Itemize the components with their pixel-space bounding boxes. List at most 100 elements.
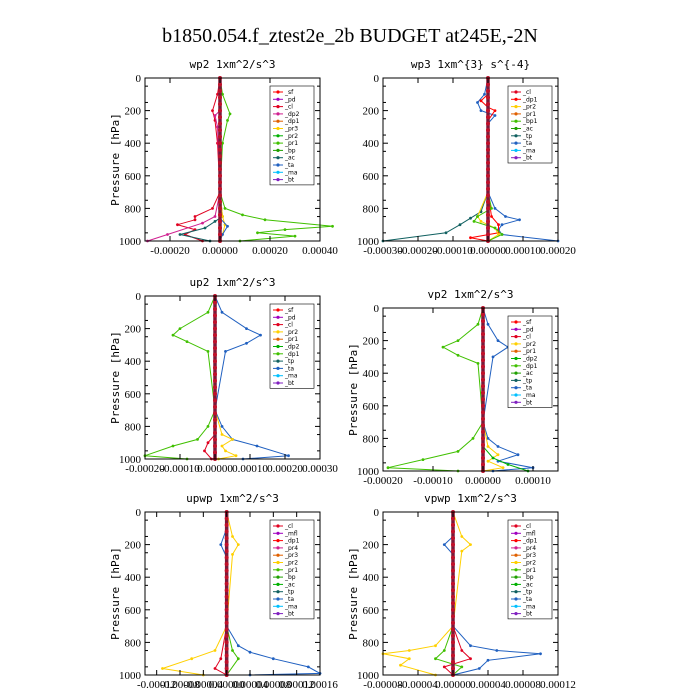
legend-entry: _pd bbox=[284, 96, 296, 103]
figure-title: b1850.054.f_ztest2e_2b BUDGET at245E,-2N bbox=[162, 25, 538, 47]
zero-line-marker bbox=[451, 646, 455, 651]
panel-title: up2 1xm^2/s^3 bbox=[189, 276, 275, 289]
zero-line-marker bbox=[486, 180, 490, 185]
zero-line-marker bbox=[218, 173, 222, 178]
zero-line-marker bbox=[213, 372, 217, 377]
zero-line-marker bbox=[224, 633, 229, 638]
zero-line-marker bbox=[486, 154, 490, 159]
data-point bbox=[486, 322, 490, 326]
legend-marker bbox=[514, 400, 518, 404]
legend-marker bbox=[276, 531, 280, 535]
data-point bbox=[491, 456, 495, 460]
zero-line-marker bbox=[213, 307, 217, 312]
data-point bbox=[306, 665, 310, 669]
data-point bbox=[231, 553, 234, 556]
legend-entry: _ta bbox=[522, 385, 532, 392]
legend-marker bbox=[514, 371, 518, 375]
zero-line-marker bbox=[224, 627, 229, 632]
legend-marker bbox=[276, 612, 280, 616]
legend-marker bbox=[276, 119, 280, 123]
x-tick-label: 0.00000 bbox=[197, 463, 233, 475]
zero-line-marker bbox=[486, 232, 490, 237]
legend-marker bbox=[514, 612, 518, 616]
legend-marker bbox=[276, 90, 280, 94]
zero-line-marker bbox=[451, 575, 455, 580]
legend-entry: _dp1 bbox=[284, 118, 300, 125]
x-tick-label: -0.00008 bbox=[160, 679, 200, 691]
x-tick-label: 0.00004 bbox=[470, 679, 506, 691]
zero-line-marker bbox=[486, 186, 490, 191]
x-tick-label: -0.00020 bbox=[398, 245, 438, 257]
data-point bbox=[476, 322, 480, 326]
data-point bbox=[226, 119, 229, 122]
zero-line-marker bbox=[213, 404, 217, 409]
legend-entry: _dp2 bbox=[522, 356, 538, 363]
zero-line-marker bbox=[486, 160, 490, 165]
y-tick-label: 200 bbox=[363, 336, 380, 348]
legend-marker bbox=[276, 590, 280, 594]
legend-entry: _cl bbox=[522, 89, 531, 96]
zero-line-marker bbox=[451, 536, 455, 541]
legend-entry: _pd bbox=[522, 326, 534, 333]
data-point bbox=[293, 234, 297, 238]
y-tick-label: 0 bbox=[374, 303, 380, 315]
zero-line-marker bbox=[451, 555, 455, 560]
zero-line-marker bbox=[218, 180, 222, 185]
data-point bbox=[458, 223, 462, 227]
legend-marker bbox=[514, 320, 518, 324]
data-point bbox=[539, 652, 542, 656]
zero-line-marker bbox=[486, 147, 490, 152]
zero-line-marker bbox=[224, 640, 229, 645]
y-tick-label: 200 bbox=[125, 106, 142, 118]
zero-line-marker bbox=[486, 115, 490, 120]
zero-line-marker bbox=[451, 659, 455, 664]
legend-entry: _cl bbox=[284, 104, 293, 111]
x-tick-label: 0.00008 bbox=[505, 679, 541, 691]
x-tick-label: 0.00020 bbox=[540, 245, 576, 257]
data-point bbox=[263, 218, 267, 222]
legend-entry: _pr1 bbox=[522, 348, 536, 355]
y-tick-label: 400 bbox=[125, 572, 142, 584]
zero-line-marker bbox=[218, 199, 222, 204]
legend-entry: _pr1 bbox=[284, 140, 298, 147]
data-point bbox=[469, 236, 472, 240]
legend-entry: _dp1 bbox=[522, 363, 538, 370]
zero-line-marker bbox=[486, 167, 490, 172]
zero-line-marker bbox=[486, 206, 490, 211]
legend-entry: _dp1 bbox=[522, 538, 538, 545]
x-tick-label: -0.00004 bbox=[184, 679, 224, 691]
y-tick-label: 1000 bbox=[357, 466, 380, 478]
zero-line-marker bbox=[213, 437, 217, 442]
zero-line-marker bbox=[451, 549, 455, 554]
data-point bbox=[245, 327, 248, 330]
legend-entry: _cl bbox=[284, 523, 293, 530]
x-tick-label: -0.00010 bbox=[433, 245, 473, 257]
panels: wp2 1xm^2/s^3 Pressure [hPa] 0 200 400 600 800… bbox=[109, 58, 576, 691]
legend-marker bbox=[276, 597, 280, 601]
data-point bbox=[219, 543, 223, 546]
zero-line-marker bbox=[213, 411, 217, 416]
legend-marker bbox=[276, 374, 280, 378]
zero-line-marker bbox=[213, 326, 217, 331]
zero-line-marker bbox=[218, 206, 222, 211]
zero-line-marker bbox=[486, 225, 490, 230]
data-point bbox=[236, 657, 240, 661]
data-point bbox=[213, 215, 217, 218]
zero-line-marker bbox=[486, 193, 490, 198]
legend-entry: _pr2 bbox=[284, 133, 298, 140]
legend-entry: _pr3 bbox=[284, 552, 298, 559]
y-axis-label: Pressure [hPa] bbox=[109, 331, 122, 424]
data-point bbox=[496, 453, 500, 457]
data-point bbox=[479, 109, 483, 112]
legend-marker bbox=[514, 590, 518, 594]
zero-line-marker bbox=[451, 627, 455, 632]
series-line bbox=[382, 511, 472, 676]
zero-line-marker bbox=[451, 640, 455, 645]
plot-frame bbox=[382, 511, 559, 676]
legend-entry: _cl bbox=[522, 523, 531, 530]
data-point bbox=[456, 450, 460, 453]
series-line bbox=[214, 295, 289, 460]
data-point bbox=[161, 667, 164, 670]
legend-marker bbox=[514, 560, 518, 565]
legend-marker bbox=[514, 568, 518, 572]
